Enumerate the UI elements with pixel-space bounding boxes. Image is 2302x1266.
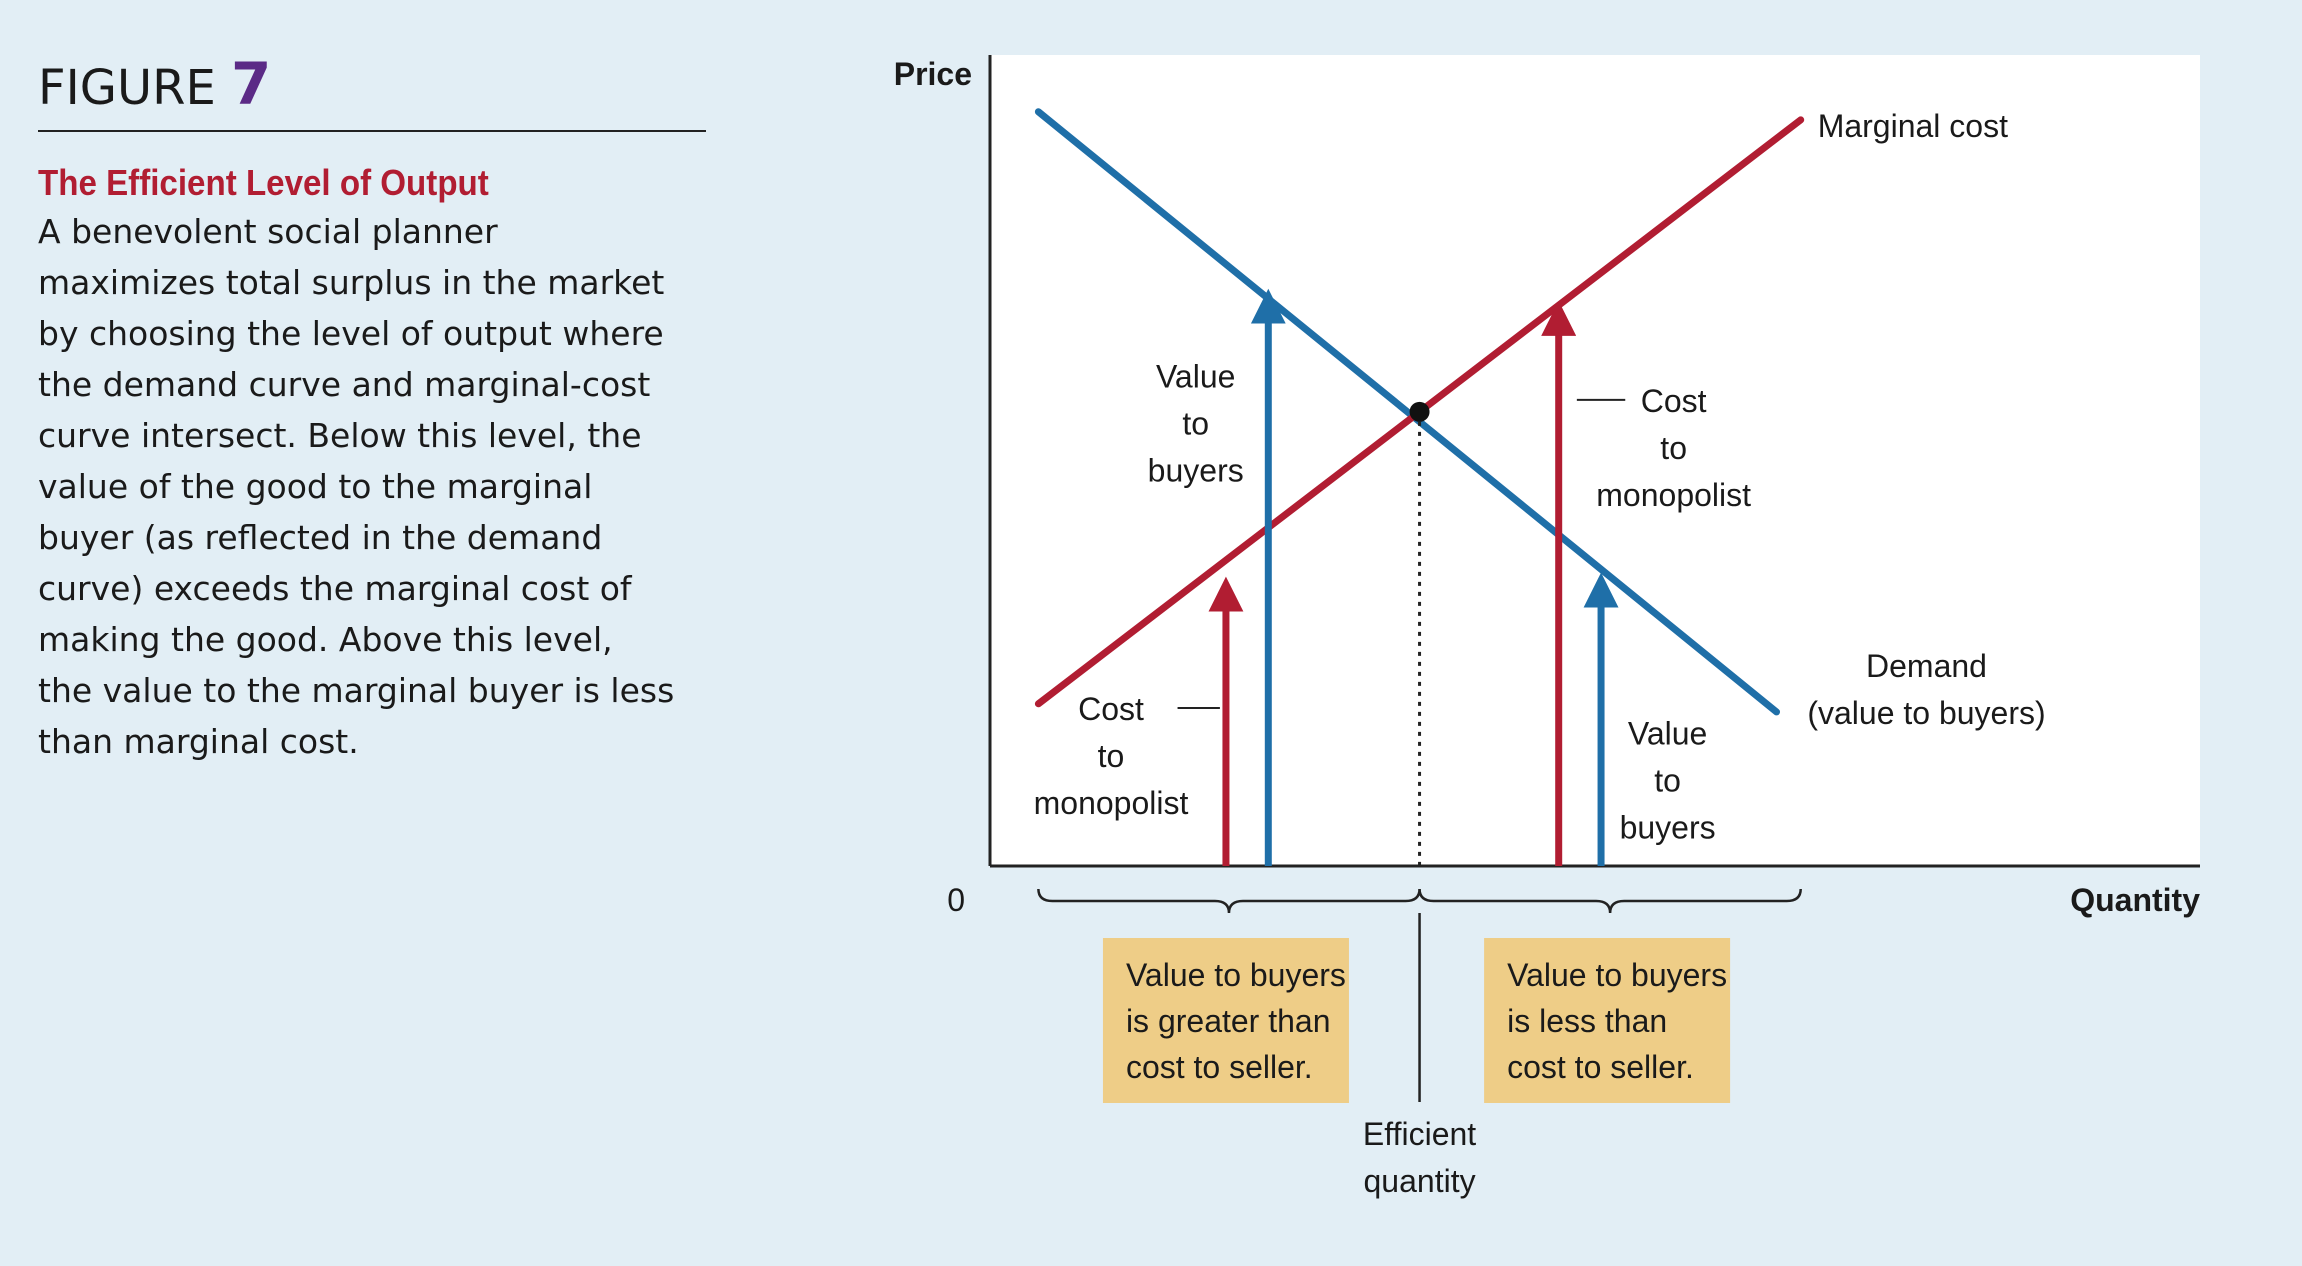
plot-area xyxy=(990,55,2200,866)
arrow-annotation-2-line-1: Cost xyxy=(1078,691,1144,727)
figure-title: The Efficient Level of Output xyxy=(38,162,489,203)
demand-label-line-1: Demand xyxy=(1866,648,1987,684)
figure-heading: FIGURE 7 xyxy=(38,52,706,132)
demand-curve xyxy=(1034,108,1780,716)
arrow-annotation-3-line-2: to xyxy=(1660,430,1687,466)
efficient-quantity-label-line-1: Efficient xyxy=(1363,1116,1476,1152)
demand-label-line-2: (value to buyers) xyxy=(1807,695,2045,731)
efficient-quantity-label-line-2: quantity xyxy=(1364,1163,1476,1199)
figure-caption: FIGURE 7 The Efficient Level of Output A… xyxy=(38,52,706,767)
note-box-2-line-1: Value to buyers xyxy=(1507,957,1727,993)
note-box-2-line-2: is less than xyxy=(1507,1003,1667,1039)
arrow-annotation-1-line-3: buyers xyxy=(1148,453,1244,489)
origin-label: 0 xyxy=(947,882,965,918)
arrow-annotation-1-line-2: to xyxy=(1182,406,1209,442)
arrow-annotation-1-line-1: Value xyxy=(1156,359,1235,395)
equilibrium-point xyxy=(1409,401,1430,422)
figure-description: A benevolent social planner maximizes to… xyxy=(38,212,675,761)
arrow-annotation-4-line-2: to xyxy=(1654,762,1681,798)
note-box-1-line-1: Value to buyers xyxy=(1126,957,1346,993)
figure-number: 7 xyxy=(231,50,272,118)
y-axis-label: Price xyxy=(894,56,972,92)
note-box-1 xyxy=(1102,938,1349,1103)
arrow-annotation-2-line-2: to xyxy=(1098,738,1125,774)
figure-label: FIGURE xyxy=(38,60,216,116)
quantity-bracket-1 xyxy=(1037,888,1421,914)
x-axis-label: Quantity xyxy=(2070,882,2200,918)
arrow-annotation-3-line-3: monopolist xyxy=(1596,477,1751,513)
arrow-annotation-4-line-1: Value xyxy=(1628,715,1707,751)
arrow-annotation-2-line-3: monopolist xyxy=(1034,785,1189,821)
note-box-1-line-3: cost to seller. xyxy=(1126,1049,1313,1085)
arrow-annotation-3-line-1: Cost xyxy=(1641,383,1707,419)
arrow-annotation-4-line-3: buyers xyxy=(1620,809,1716,845)
marginal-cost-label: Marginal cost xyxy=(1818,108,2008,144)
note-box-2 xyxy=(1484,938,1731,1103)
quantity-bracket-2 xyxy=(1418,888,1802,914)
note-box-2-line-3: cost to seller. xyxy=(1507,1049,1694,1085)
note-box-1-line-2: is greater than xyxy=(1126,1003,1331,1039)
